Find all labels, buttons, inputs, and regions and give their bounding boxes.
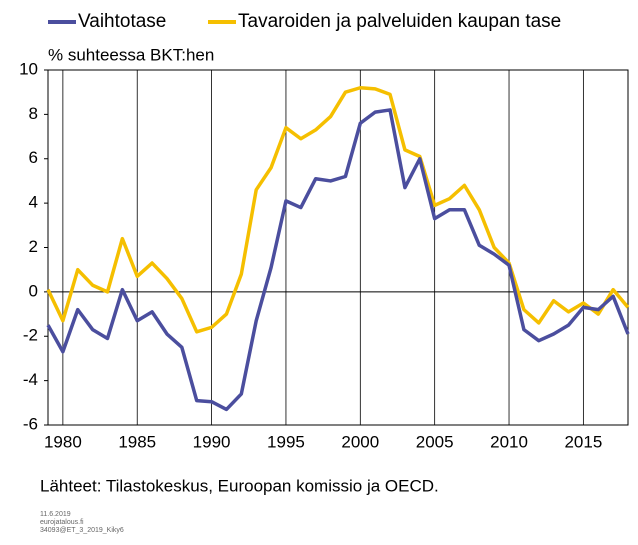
y-tick-label: -2 [23,326,38,345]
x-tick-label: 1985 [118,432,156,451]
x-tick-label: 2000 [341,432,379,451]
footer: 11.6.2019 [40,511,71,518]
y-tick-label: 0 [29,281,38,300]
series-line [46,86,630,334]
legend-label: Tavaroiden ja palveluiden kaupan tase [238,11,561,32]
y-tick-label: 8 [29,104,38,123]
x-tick-label: 2015 [564,432,602,451]
y-axis-label: % suhteessa BKT:hen [48,45,214,64]
footer: 34093@ET_3_2019_Kiky6 [40,527,124,534]
plot-frame [47,69,629,426]
y-tick-label: 2 [29,237,38,256]
legend-label: Vaihtotase [78,11,166,32]
x-tick-label: 2010 [490,432,528,451]
footer: eurojatalous.fi [40,519,84,526]
y-tick-label: 4 [29,193,38,212]
y-tick-label: -6 [23,414,38,433]
x-tick-label: 1980 [44,432,82,451]
x-tick-label: 1995 [267,432,305,451]
x-tick-label: 2005 [416,432,454,451]
y-tick-label: 6 [29,148,38,167]
x-tick-label: 1990 [193,432,231,451]
y-tick-label: 10 [19,59,38,78]
source: Lähteet: Tilastokeskus, Euroopan komissi… [40,476,439,495]
y-tick-label: -4 [23,370,38,389]
series-line [46,108,630,412]
